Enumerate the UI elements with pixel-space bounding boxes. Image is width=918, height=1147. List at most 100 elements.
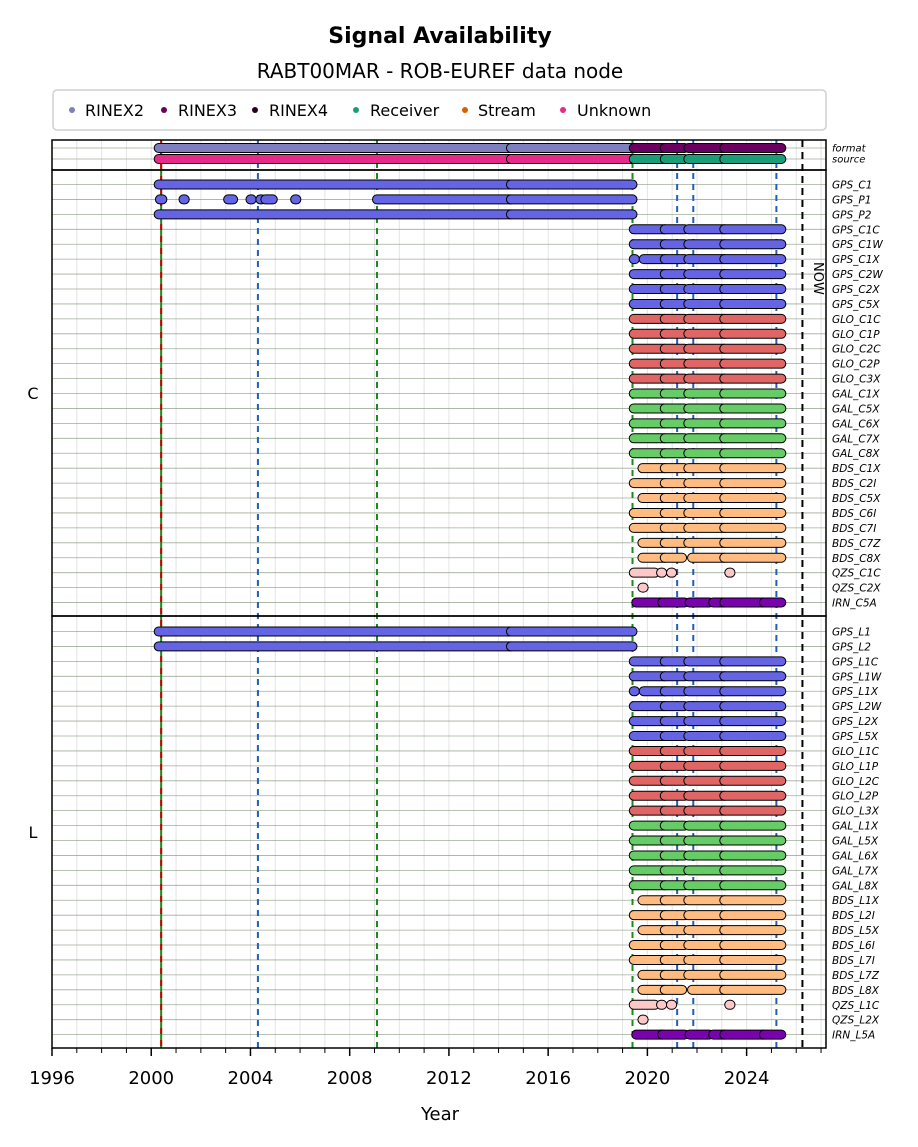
row-label-GLO_L3X: GLO_L3X [832,806,880,818]
bar-BDS_C2I [719,478,787,489]
row-label-BDS_C7Z: BDS_C7Z [832,538,881,550]
bar-GPS_C5X [719,298,787,309]
bar-GLO_L3X [719,805,787,816]
row-label-GLO_C2P: GLO_C2P [832,359,880,371]
x-tick-label-2000: 2000 [128,1068,174,1089]
row-label-QZS_L2X: QZS_L2X [832,1015,880,1027]
bar-QZS_C2X [637,582,649,593]
row-label-format: format [832,144,867,155]
bar-GPS_P2 [505,209,638,220]
bar-GPS_L1C [719,656,787,667]
row-label-GPS_C2W: GPS_C2W [832,269,883,281]
row-label-BDS_C1X: BDS_C1X [832,463,881,475]
group-label-C: C [27,384,38,403]
bar-QZS_C1C [665,567,678,578]
bar-BDS_L2I [719,910,787,921]
bar-GAL_L8X [719,880,787,891]
bar-GPS_P1 [290,194,302,205]
row-label-GAL_L5X: GAL_L5X [832,836,879,848]
legend-label-rinex3: RINEX3 [178,101,237,120]
row-label-GPS_C1W: GPS_C1W [832,239,883,251]
row-label-GAL_C5X: GAL_C5X [832,403,880,415]
row-label-GPS_P2: GPS_P2 [832,209,872,221]
row-label-IRN_C5A: IRN_C5A [832,598,877,610]
bar-QZS_L1C [656,999,668,1010]
bar-GPS_L5X [719,731,787,742]
bar-GAL_L1X [719,820,787,831]
bar-BDS_C7Z [719,537,787,548]
row-label-BDS_L7I: BDS_L7I [832,955,875,967]
row-label-QZS_C1C: QZS_C1C [832,568,881,580]
chart-subtitle: RABT00MAR - ROB-EUREF data node [257,59,623,83]
bar-BDS_L7Z [719,969,787,980]
legend-frame [52,89,827,131]
bar-GPS_L2 [153,641,516,652]
row-label-GPS_C1: GPS_C1 [832,180,872,192]
x-tick-label-2024: 2024 [724,1068,770,1089]
bar-GPS_C1 [505,179,638,190]
row-label-BDS_L1X: BDS_L1X [832,895,880,907]
row-label-GAL_C7X: GAL_C7X [832,433,880,445]
bar-GPS_L1X [628,686,640,697]
legend-marker-rinex2 [69,107,75,113]
x-axis-label: Year [420,1104,460,1125]
bar-GLO_L1C [719,745,787,756]
bar-BDS_L6I [719,940,787,951]
bar-GLO_C1P [719,328,787,339]
row-label-GAL_L7X: GAL_L7X [832,865,879,877]
bar-QZS_L1C [724,999,736,1010]
bar-GAL_L5X [719,835,787,846]
bar-source [719,154,787,164]
bar-GAL_C6X [719,418,787,429]
legend-marker-receiver [353,107,359,113]
bar-BDS_C5X [719,493,787,504]
bar-GAL_L7X [719,865,787,876]
bar-GPS_C2W [719,269,787,280]
bar-GLO_C1C [719,313,787,324]
row-label-BDS_C5X: BDS_C5X [832,493,881,505]
row-label-GLO_C1P: GLO_C1P [832,329,880,341]
legend-label-rinex2: RINEX2 [85,101,144,120]
row-label-GLO_C2C: GLO_C2C [832,344,881,356]
bar-GPS_P2 [153,209,516,220]
bar-BDS_C6I [719,507,787,518]
bar-BDS_L8X [719,984,787,995]
bar-QZS_C1C [628,567,660,578]
row-label-GAL_C8X: GAL_C8X [832,448,880,460]
bar-source [153,154,516,164]
legend-marker-stream [462,107,468,113]
row-label-GPS_C1X: GPS_C1X [832,254,880,266]
bar-GPS_P1 [245,194,257,205]
row-label-GPS_L2W: GPS_L2W [832,701,882,713]
event-lines [160,140,804,1048]
bar-GPS_L1W [719,671,787,682]
legend-label-stream: Stream [478,101,536,120]
row-label-QZS_C2X: QZS_C2X [832,583,881,595]
row-label-GPS_L1X: GPS_L1X [832,686,879,698]
bar-BDS_C8X [719,552,787,563]
row-label-GAL_L1X: GAL_L1X [832,821,879,833]
row-label-BDS_C8X: BDS_C8X [832,553,881,565]
chart-title: Signal Availability [328,24,551,49]
row-label-source: source [832,155,865,166]
bar-BDS_L7I [719,954,787,965]
bar-format [719,143,787,153]
bar-GPS_L2X [719,716,787,727]
legend-label-receiver: Receiver [370,101,440,120]
bar-BDS_C1X [719,463,787,474]
bar-GPS_L1 [505,626,638,637]
row-label-GPS_L5X: GPS_L5X [832,731,879,743]
bar-QZS_L1C [665,999,678,1010]
row-label-GPS_L1C: GPS_L1C [832,656,879,668]
row-label-BDS_L7Z: BDS_L7Z [832,970,880,982]
bar-GPS_P1 [178,194,190,205]
bar-IRN_C5A [758,597,787,608]
row-label-BDS_C2I: BDS_C2I [832,478,876,490]
row-label-BDS_L5X: BDS_L5X [832,925,880,937]
bar-GAL_C8X [719,448,787,459]
bar-GPS_L2W [719,701,787,712]
legend-label-rinex4: RINEX4 [269,101,328,120]
bar-GPS_L2 [505,641,638,652]
row-label-GLO_L1P: GLO_L1P [832,761,879,773]
